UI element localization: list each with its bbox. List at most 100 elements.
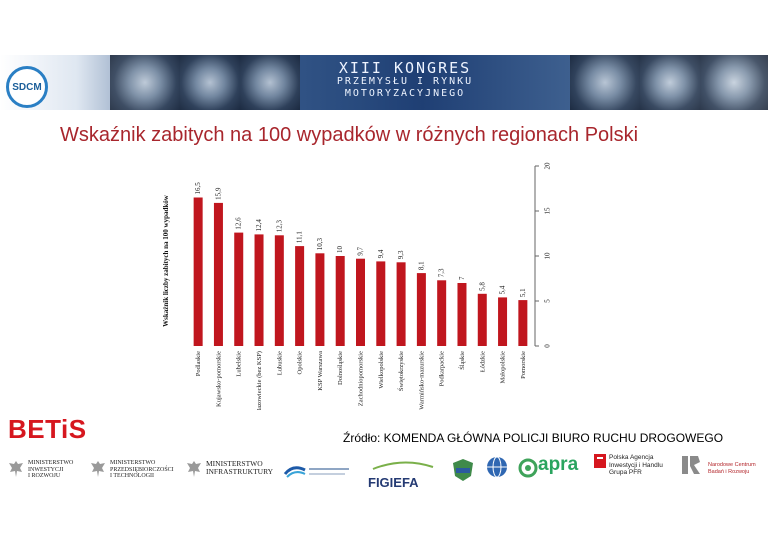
banner-photo xyxy=(640,55,700,110)
data-label: 12,4 xyxy=(255,219,263,232)
banner-photo xyxy=(240,55,300,110)
bar xyxy=(295,246,305,346)
green-ring-logo xyxy=(518,458,538,483)
category-label: Śląskie xyxy=(458,351,466,370)
category-label: Świętokrzyskie xyxy=(397,351,405,391)
slide-title: Wskaźnik zabitych na 100 wypadków w różn… xyxy=(60,124,639,146)
bar xyxy=(477,293,487,346)
data-label: 9,4 xyxy=(377,249,385,258)
data-label: 11,1 xyxy=(296,231,304,243)
clepa-logo xyxy=(283,462,353,487)
ministry-logo-3: MINISTERSTWO INFRASTRUKTURY xyxy=(186,460,273,478)
banner-photo xyxy=(180,55,240,110)
clepa-icon xyxy=(283,466,349,478)
y-axis-title: Wskaźnik liczby zabitych na 100 wypadków xyxy=(162,194,170,327)
apra-logo: apra xyxy=(538,454,578,476)
eagle-icon xyxy=(9,461,23,477)
congress-line-1: XIII KONGRES xyxy=(338,59,472,77)
category-label: Małopolskie xyxy=(500,351,507,384)
bar xyxy=(457,283,467,346)
y-tick-label: 20 xyxy=(544,162,552,170)
y-tick-label: 0 xyxy=(544,344,552,348)
data-label: 12,3 xyxy=(275,220,283,233)
header-banner xyxy=(0,55,768,110)
data-label: 8,1 xyxy=(417,261,425,270)
bar xyxy=(234,232,244,346)
category-label: Lubelskie xyxy=(236,351,243,377)
ministry-logo-2: MINISTERSTWO PRZEDSIĘBIORCZOŚCI I TECHNO… xyxy=(90,460,174,480)
bar xyxy=(213,202,223,346)
banner-photo xyxy=(570,55,640,110)
ncbr-logo: Narodowe Centrum Badań i Rozwoju xyxy=(680,452,756,478)
network-logo xyxy=(486,456,508,483)
flag-icon xyxy=(594,454,606,468)
y-tick-label: 10 xyxy=(544,252,552,260)
banner-photo xyxy=(700,55,768,110)
data-label: 10,3 xyxy=(316,238,324,251)
category-label: Zachodniopomorskie xyxy=(358,351,365,406)
category-label: Pomorskie xyxy=(520,351,527,379)
data-label: 9,7 xyxy=(357,246,365,255)
figiefa-logo: FIGIEFA xyxy=(368,457,438,490)
globe-icon xyxy=(487,456,507,478)
ministry-1-text: MINISTERSTWO INWESTYCJI I ROZWOJU xyxy=(28,460,74,479)
category-label: Mazowieckie (bez KSP) xyxy=(256,351,263,410)
shield-icon xyxy=(453,459,473,481)
category-label: Kujawsko-pomorskie xyxy=(215,351,222,407)
category-label: Opolskie xyxy=(297,351,304,375)
category-label: Łódzkie xyxy=(479,351,486,372)
ring-icon xyxy=(518,458,538,478)
bar xyxy=(356,258,365,346)
ncbr-icon xyxy=(682,456,700,474)
eagle-icon xyxy=(187,461,201,477)
category-label: Wielkopolskie xyxy=(378,351,385,389)
sdcm-logo-text: SDCM xyxy=(12,81,42,93)
ministry-3-text: MINISTERSTWO INFRASTRUKTURY xyxy=(206,459,274,476)
category-label: Podkarpackie xyxy=(439,351,446,386)
ministry-logo-1: MINISTERSTWO INWESTYCJI I ROZWOJU xyxy=(8,460,73,480)
data-label: 16,5 xyxy=(194,182,202,195)
bar xyxy=(315,253,325,346)
source-note: Źródło: KOMENDA GŁÓWNA POLICJI BIURO RUC… xyxy=(343,431,724,445)
data-label: 5,1 xyxy=(519,288,527,297)
category-label: Lubuskie xyxy=(276,351,283,375)
congress-line-2: PRZEMYSŁU I RYNKU xyxy=(336,76,474,87)
data-label: 15,9 xyxy=(214,187,222,200)
ncbr-text: Narodowe Centrum Badań i Rozwoju xyxy=(708,462,756,475)
eagle-icon xyxy=(91,461,105,477)
bar-chart: 0 5 10 15 20 Wskaźnik liczby zabitych na 100 … xyxy=(162,162,552,410)
bar xyxy=(498,297,508,346)
category-label: Dolnośląskie xyxy=(337,351,344,385)
bar xyxy=(274,235,284,346)
paih-text: Polska Agencja Inwestycji i Handlu Grupa… xyxy=(609,454,663,476)
y-tick-label: 5 xyxy=(544,299,552,303)
congress-line-3: MOTORYZACYJNEGO xyxy=(344,88,466,99)
data-label: 9,3 xyxy=(397,250,405,259)
data-label: 5,4 xyxy=(499,285,507,294)
apra-text: apra xyxy=(538,454,579,475)
data-label: 5,8 xyxy=(478,282,486,291)
sdcm-logo: SDCM xyxy=(6,66,48,108)
bar xyxy=(416,273,426,346)
congress-title: XIII KONGRES PRZEMYSŁU I RYNKU MOTORYZAC… xyxy=(305,60,505,100)
category-label: Warmińsko-mazurskie xyxy=(418,351,425,410)
y-tick-label: 15 xyxy=(544,207,552,215)
bar xyxy=(518,300,528,346)
bar xyxy=(376,261,386,346)
category-label: KSP Warszawa xyxy=(317,351,324,391)
bar xyxy=(335,256,345,346)
ministry-2-text: MINISTERSTWO PRZEDSIĘBIORCZOŚCI I TECHNO… xyxy=(110,460,174,479)
data-label: 7,3 xyxy=(438,268,446,277)
banner-photo xyxy=(110,55,180,110)
category-label: Podlaskie xyxy=(195,351,202,376)
bar xyxy=(437,280,447,346)
bar xyxy=(396,262,406,346)
data-label: 12,6 xyxy=(235,217,243,230)
sdcm-small-logo xyxy=(452,458,474,487)
bar xyxy=(193,197,203,346)
bar xyxy=(254,234,264,346)
paih-logo: Polska Agencja Inwestycji i Handlu Grupa… xyxy=(594,454,663,477)
sponsor-footer: MINISTERSTWO INWESTYCJI I ROZWOJU MINIST… xyxy=(0,452,768,492)
swoosh-icon xyxy=(372,461,434,470)
figiefa-text: FIGIEFA xyxy=(368,475,419,490)
